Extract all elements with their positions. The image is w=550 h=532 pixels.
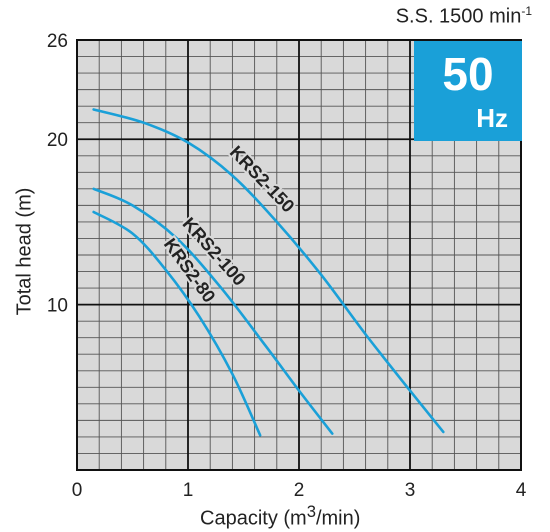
- frequency-unit: Hz: [476, 103, 508, 133]
- y-tick-label: 20: [47, 130, 68, 151]
- major-grid: [77, 40, 521, 470]
- frequency-value: 50: [442, 48, 494, 100]
- speed-label: S.S. 1500 min-1: [395, 4, 532, 28]
- x-tick-label: 4: [516, 480, 527, 501]
- x-tick-label: 0: [72, 480, 83, 501]
- tick-labels: 0 1 2 3 4 10 20 26: [47, 31, 527, 501]
- frequency-badge: 50 Hz: [414, 41, 522, 141]
- curves: [92, 108, 445, 437]
- curve-krs2-150: [92, 108, 445, 434]
- y-tick-label: 10: [47, 296, 68, 317]
- x-tick-label: 1: [183, 480, 194, 501]
- x-axis-label: Capacity (m3/min): [200, 502, 361, 530]
- curve-krs2-80: [92, 210, 262, 437]
- curve-krs2-100: [92, 187, 334, 435]
- y-axis-label: Total head (m): [13, 187, 36, 316]
- y-tick-label: 26: [47, 31, 68, 52]
- x-tick-label: 2: [294, 480, 305, 501]
- plot-frame: [76, 39, 522, 471]
- x-tick-label: 3: [405, 480, 416, 501]
